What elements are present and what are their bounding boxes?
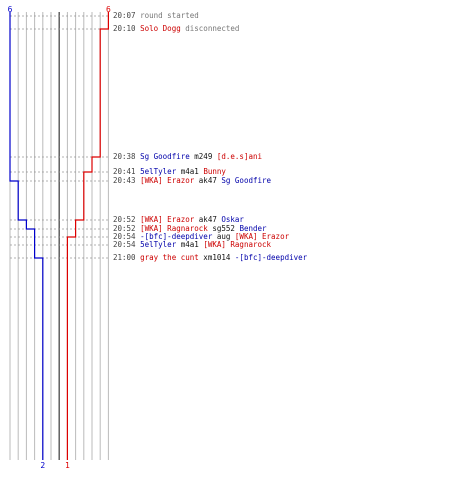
event-time: 20:54 [113,240,136,249]
event-row: 20:38 Sg Goodfire m249 [d.e.s]ani [113,152,262,162]
player-name: -[bfc]-deepdiver [140,232,213,241]
event-row: 20:43 [WKA] Erazor ak47 Sg Goodfire [113,176,271,186]
event-row: 20:54 5elTyler m4a1 [WKA] Ragnarock [113,240,271,250]
player-name: [WKA] Ragnarock [203,240,272,249]
blue-end-count: 2 [40,461,45,470]
player-name: [WKA] Erazor [140,215,195,224]
event-time: 20:54 [113,232,136,241]
player-name: [d.e.s]ani [216,152,263,161]
player-name: gray the cunt [140,253,199,262]
event-row: 20:52 [WKA] Erazor ak47 Oskar [113,215,244,225]
event-time: 20:07 [113,11,136,20]
event-time: 20:10 [113,24,136,33]
red-start-count: 6 [106,5,111,14]
red-team-survivor-line [66,12,109,460]
player-name: [WKA] Erazor [234,232,290,241]
event-weapon: m4a1 [176,167,204,176]
event-time: 21:00 [113,253,136,262]
player-name: Sg Goodfire [221,176,272,185]
event-row: 21:00 gray the cunt xm1014 -[bfc]-deepdi… [113,253,307,263]
player-name: Bender [239,224,267,233]
event-row: 20:10 Solo Dogg disconnected [113,24,239,34]
event-time: 20:43 [113,176,136,185]
player-name: Bunny [203,167,226,176]
event-text: round started [140,11,199,20]
player-name: [WKA] Ragnarock [140,224,208,233]
event-text: disconnected [180,24,240,33]
blue-start-count: 6 [8,5,13,14]
event-weapon: aug [212,232,235,241]
red-end-count: 1 [65,461,70,470]
event-weapon: ak47 [194,215,222,224]
event-time: 20:41 [113,167,136,176]
event-weapon: ak47 [194,176,222,185]
event-weapon: sg552 [207,224,240,233]
event-weapon: xm1014 [198,253,235,262]
event-weapon: m249 [189,152,217,161]
player-name: Solo Dogg [140,24,181,33]
event-row: 20:54 -[bfc]-deepdiver aug [WKA] Erazor [113,232,289,242]
event-row: 20:07 round started [113,11,199,21]
player-name: [WKA] Erazor [140,176,195,185]
player-name: Sg Goodfire [140,152,190,161]
player-name: 5elTyler [140,167,177,176]
player-name: -[bfc]-deepdiver [234,253,308,262]
player-name: Oskar [221,215,244,224]
event-weapon: m4a1 [176,240,204,249]
event-time: 20:52 [113,215,136,224]
blue-team-survivor-line [9,12,44,460]
event-row: 20:52 [WKA] Ragnarock sg552 Bender [113,224,267,234]
event-time: 20:52 [113,224,136,233]
player-name: 5elTyler [140,240,177,249]
team-traces [9,12,109,460]
event-time: 20:38 [113,152,136,161]
event-row: 20:41 5elTyler m4a1 Bunny [113,167,226,177]
